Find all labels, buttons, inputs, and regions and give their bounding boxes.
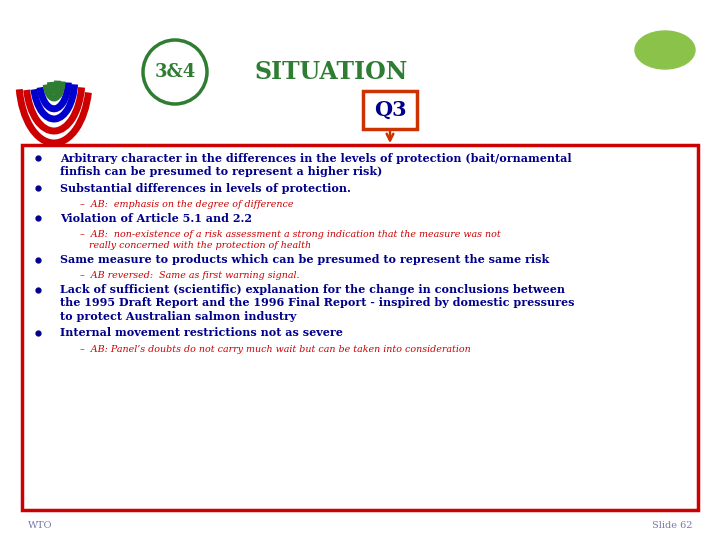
Text: –  AB: Panel’s doubts do not carry much wait but can be taken into consideration: – AB: Panel’s doubts do not carry much w… bbox=[80, 345, 471, 354]
Text: finfish can be presumed to represent a higher risk): finfish can be presumed to represent a h… bbox=[60, 166, 382, 177]
Text: to protect Australian salmon industry: to protect Australian salmon industry bbox=[60, 311, 297, 322]
Text: Substantial differences in levels of protection.: Substantial differences in levels of pro… bbox=[60, 183, 351, 193]
Text: Q3: Q3 bbox=[374, 100, 406, 120]
Text: Violation of Article 5.1 and 2.2: Violation of Article 5.1 and 2.2 bbox=[60, 213, 252, 224]
Text: Same measure to products which can be presumed to represent the same risk: Same measure to products which can be pr… bbox=[60, 254, 549, 265]
FancyBboxPatch shape bbox=[363, 91, 417, 129]
Text: Slide 62: Slide 62 bbox=[652, 521, 692, 530]
Text: SITUATION: SITUATION bbox=[255, 60, 408, 84]
Text: Arbitrary character in the differences in the levels of protection (bait/ornamen: Arbitrary character in the differences i… bbox=[60, 152, 572, 164]
Text: the 1995 Draft Report and the 1996 Final Report - inspired by domestic pressures: the 1995 Draft Report and the 1996 Final… bbox=[60, 298, 575, 308]
Text: –  AB reversed:  Same as first warning signal.: – AB reversed: Same as first warning sig… bbox=[80, 272, 300, 280]
FancyBboxPatch shape bbox=[22, 145, 698, 510]
Text: WTO: WTO bbox=[28, 521, 53, 530]
Text: really concerned with the protection of health: really concerned with the protection of … bbox=[80, 241, 311, 251]
Text: Internal movement restrictions not as severe: Internal movement restrictions not as se… bbox=[60, 327, 343, 339]
Text: –  AB:  emphasis on the degree of difference: – AB: emphasis on the degree of differen… bbox=[80, 200, 294, 209]
Text: Lack of sufficient (scientific) explanation for the change in conclusions betwee: Lack of sufficient (scientific) explanat… bbox=[60, 284, 565, 295]
Ellipse shape bbox=[635, 31, 695, 69]
Text: 3&4: 3&4 bbox=[154, 63, 196, 81]
Text: –  AB:  non-existence of a risk assessment a strong indication that the measure : – AB: non-existence of a risk assessment… bbox=[80, 230, 500, 239]
